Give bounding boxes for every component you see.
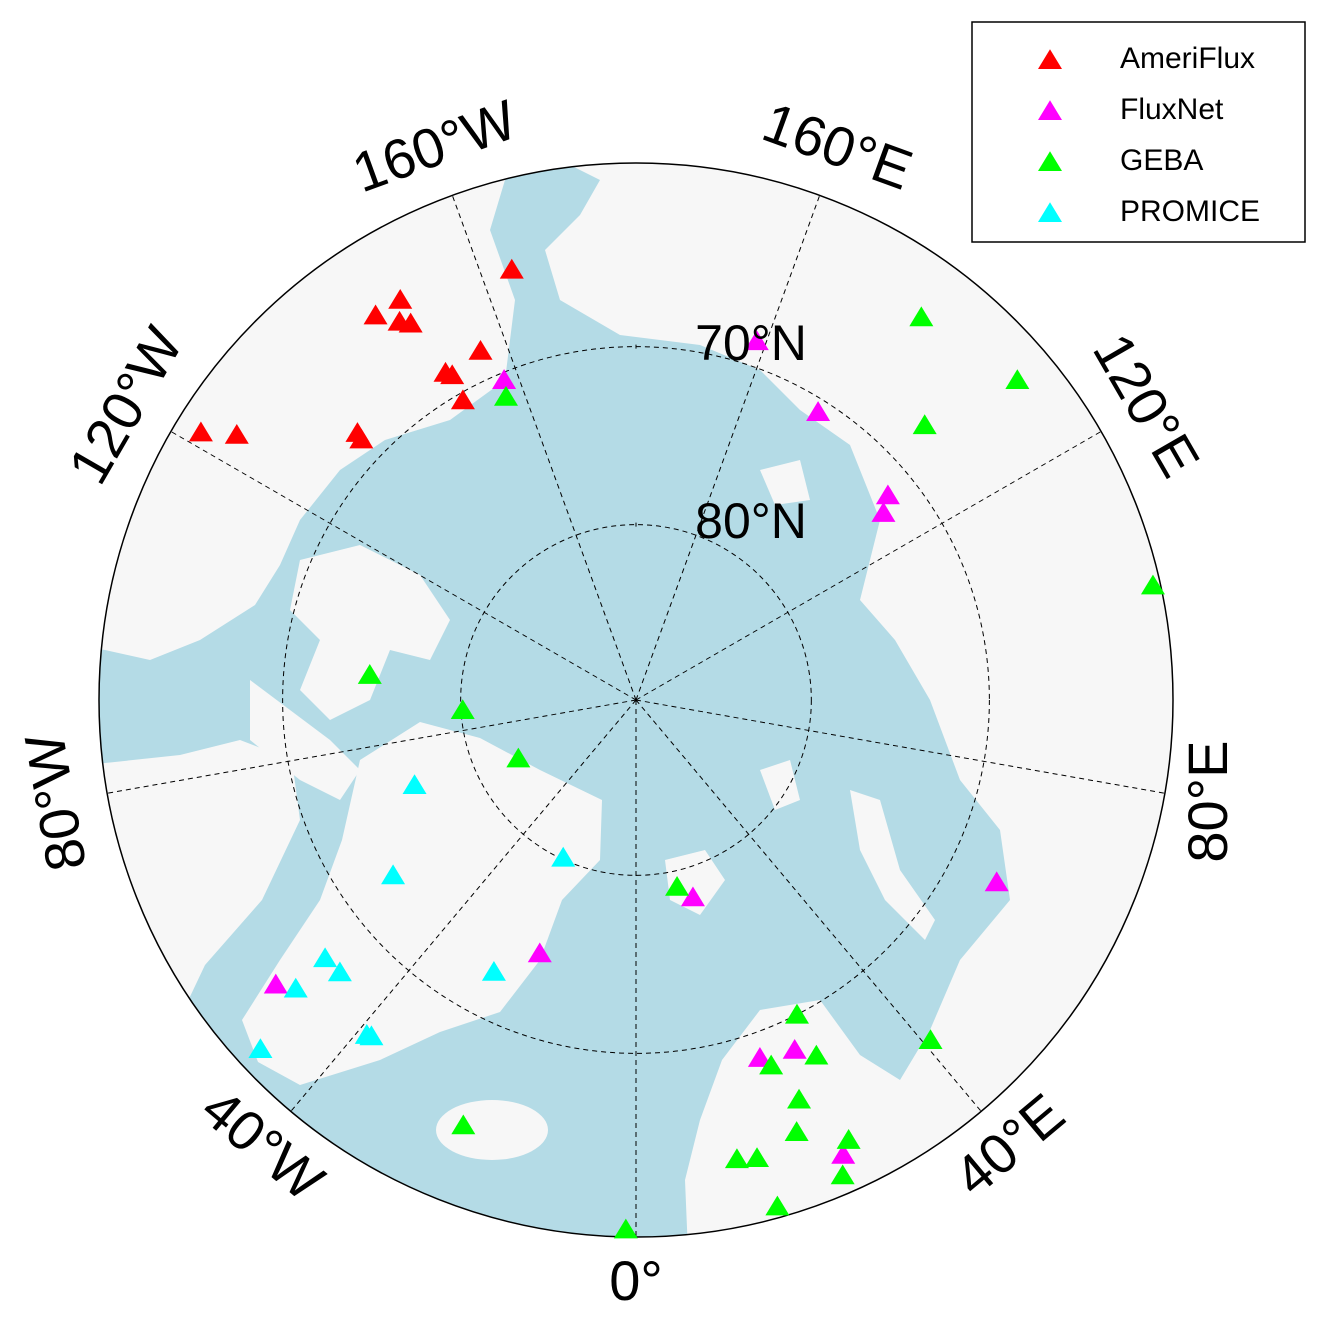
station-marker: [613, 1218, 638, 1239]
legend-label: FluxNet: [1120, 93, 1224, 126]
station-marker: [1005, 369, 1030, 390]
iceland: [436, 1100, 548, 1160]
station-marker: [744, 330, 769, 351]
archipelago: [290, 545, 450, 720]
parallel-label: 70°N: [695, 315, 807, 371]
greenland: [242, 722, 602, 1085]
legend-label: GEBA: [1120, 144, 1203, 177]
station-marker: [359, 1025, 384, 1046]
station-marker: [836, 1129, 861, 1149]
station-marker: [481, 960, 506, 981]
station-marker: [263, 973, 288, 994]
legend-label: AmeriFlux: [1120, 42, 1255, 75]
station-marker: [984, 871, 1009, 892]
station-marker: [363, 304, 388, 325]
station-marker: [804, 1044, 829, 1065]
station-marker: [830, 1164, 855, 1185]
station-marker: [388, 288, 413, 309]
station-marker: [759, 1054, 784, 1075]
station-marker: [747, 1047, 772, 1067]
station-marker: [248, 1038, 273, 1059]
station-marker: [224, 423, 249, 444]
legend: AmeriFlux FluxNet GEBA PROMICE: [971, 21, 1306, 243]
station-marker: [357, 664, 382, 684]
station-marker: [782, 1039, 807, 1059]
meridian-label: 80°E: [1176, 741, 1239, 863]
station-marker: [381, 864, 406, 885]
station-marker: [398, 312, 423, 333]
baffin: [250, 680, 360, 800]
station-marker: [327, 961, 352, 982]
station-marker: [313, 947, 338, 968]
station-marker: [912, 414, 937, 435]
severnaya: [760, 760, 800, 810]
station-marker: [724, 1148, 749, 1169]
station-marker: [745, 1147, 770, 1168]
graticule: [107, 195, 1165, 1237]
station-marker: [402, 774, 427, 795]
station-marker: [665, 875, 690, 896]
new-siberian: [760, 460, 810, 505]
parallel: [460, 524, 812, 876]
station-marker: [494, 385, 519, 406]
station-marker: [506, 747, 531, 768]
station-marker: [787, 1088, 812, 1109]
station-marker: [871, 502, 896, 522]
parallel: [282, 346, 990, 1054]
station-marker: [450, 389, 475, 410]
legend-marker: [1038, 202, 1062, 222]
station-marker: [188, 421, 213, 442]
meridian-label: 80°W: [12, 729, 98, 876]
station-marker: [831, 1143, 856, 1164]
legend-marker: [1038, 49, 1062, 69]
station-marker: [492, 369, 517, 389]
station-marker: [918, 1029, 943, 1049]
legend-marker: [1038, 151, 1062, 171]
station-marker: [784, 1003, 809, 1024]
station-marker: [680, 886, 705, 907]
station-marker: [875, 484, 900, 505]
meridian-label: 0°: [609, 1249, 663, 1312]
novaya-zemlya: [850, 790, 935, 940]
station-marker: [499, 258, 524, 279]
legend-box: [971, 21, 1306, 243]
station-marker: [806, 401, 831, 421]
legend-label: PROMICE: [1120, 195, 1260, 228]
station-marker: [1140, 574, 1165, 595]
station-marker: [283, 977, 308, 998]
station-marker: [551, 846, 576, 867]
parallel-label: 80°N: [695, 493, 807, 549]
legend-marker: [1038, 100, 1062, 120]
station-marker: [765, 1195, 790, 1216]
station-marker: [450, 699, 475, 719]
station-marker: [784, 1121, 809, 1141]
station-marker: [349, 428, 374, 449]
svalbard: [665, 850, 725, 915]
station-marker: [440, 364, 465, 385]
station-marker: [451, 1114, 476, 1135]
station-marker: [527, 942, 552, 963]
stations: [188, 258, 1165, 1239]
station-marker: [909, 306, 934, 327]
station-marker: [468, 339, 493, 360]
